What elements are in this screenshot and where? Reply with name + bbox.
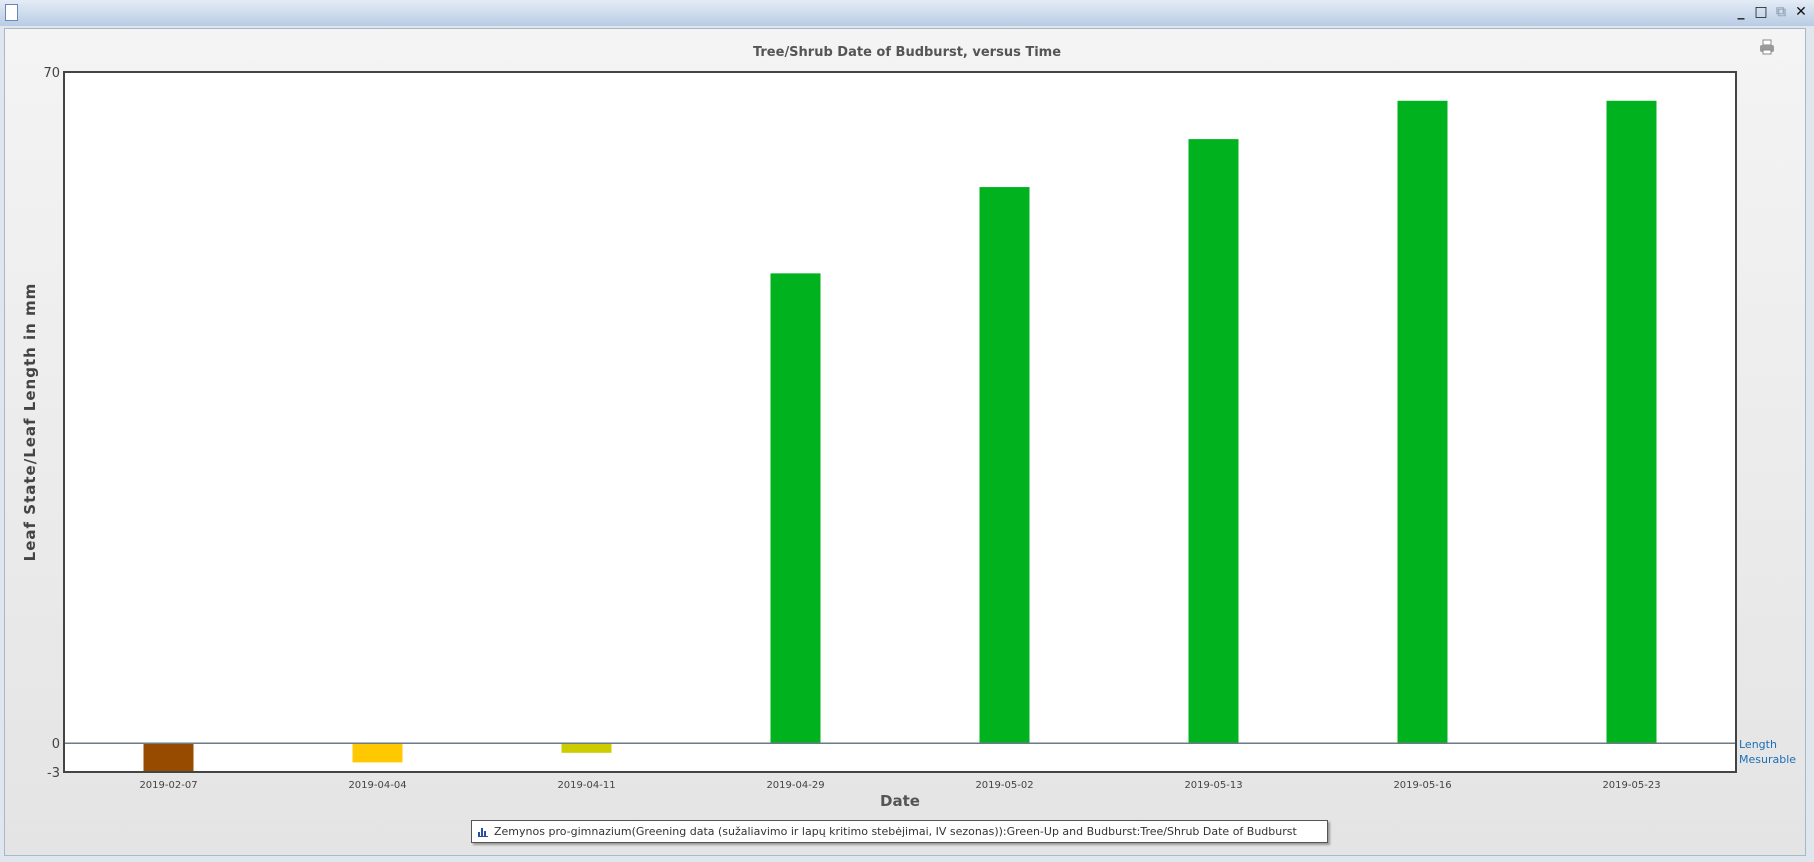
x-tick-label: 2019-05-23 [1602, 780, 1660, 791]
x-tick-label: 2019-04-11 [557, 780, 615, 791]
minimize-icon[interactable]: _ [1737, 4, 1745, 20]
x-tick-label: 2019-04-04 [348, 780, 406, 791]
bar-2019-04-11 [561, 743, 612, 753]
x-axis-label: Date [880, 792, 920, 810]
x-tick-label: 2019-05-16 [1393, 780, 1451, 791]
plot-border [63, 71, 1737, 773]
document-icon [5, 4, 18, 21]
bar-2019-02-07 [143, 743, 194, 772]
x-tick-label: 2019-05-02 [975, 780, 1033, 791]
bar-chart-icon [478, 827, 488, 837]
maximize-icon[interactable]: □ [1754, 4, 1768, 20]
y-tick-label: -3 [47, 766, 60, 781]
bar-2019-04-29 [770, 273, 821, 744]
right-labels: Length Mesurable [1739, 737, 1796, 767]
y-tick-label: 70 [43, 66, 60, 81]
y-tick-label: 0 [52, 737, 60, 752]
window-titlebar: _ □ ⧉ ✕ [0, 0, 1814, 26]
plot-area [64, 72, 1736, 772]
bar-2019-05-23 [1606, 100, 1657, 744]
bar-2019-05-16 [1397, 100, 1448, 744]
x-tick-label: 2019-05-13 [1184, 780, 1242, 791]
right-label-length[interactable]: Length [1739, 738, 1777, 751]
right-label-mesurable[interactable]: Mesurable [1739, 753, 1797, 766]
bar-2019-05-02 [979, 187, 1030, 744]
legend[interactable]: Zemynos pro-gimnazium(Greening data (suž… [471, 820, 1328, 843]
restore-icon[interactable]: ⧉ [1776, 4, 1786, 20]
chart-title: Tree/Shrub Date of Budburst, versus Time [752, 45, 1062, 60]
bar-2019-04-04 [352, 743, 403, 763]
y-axis-label: Leaf State/Leaf Length in mm [21, 282, 39, 562]
legend-text: Zemynos pro-gimnazium(Greening data (suž… [494, 825, 1297, 838]
print-icon[interactable] [1758, 38, 1776, 56]
bar-2019-05-13 [1188, 139, 1239, 744]
close-icon[interactable]: ✕ [1795, 4, 1807, 20]
x-tick-label: 2019-04-29 [766, 780, 824, 791]
x-tick-label: 2019-02-07 [139, 780, 197, 791]
